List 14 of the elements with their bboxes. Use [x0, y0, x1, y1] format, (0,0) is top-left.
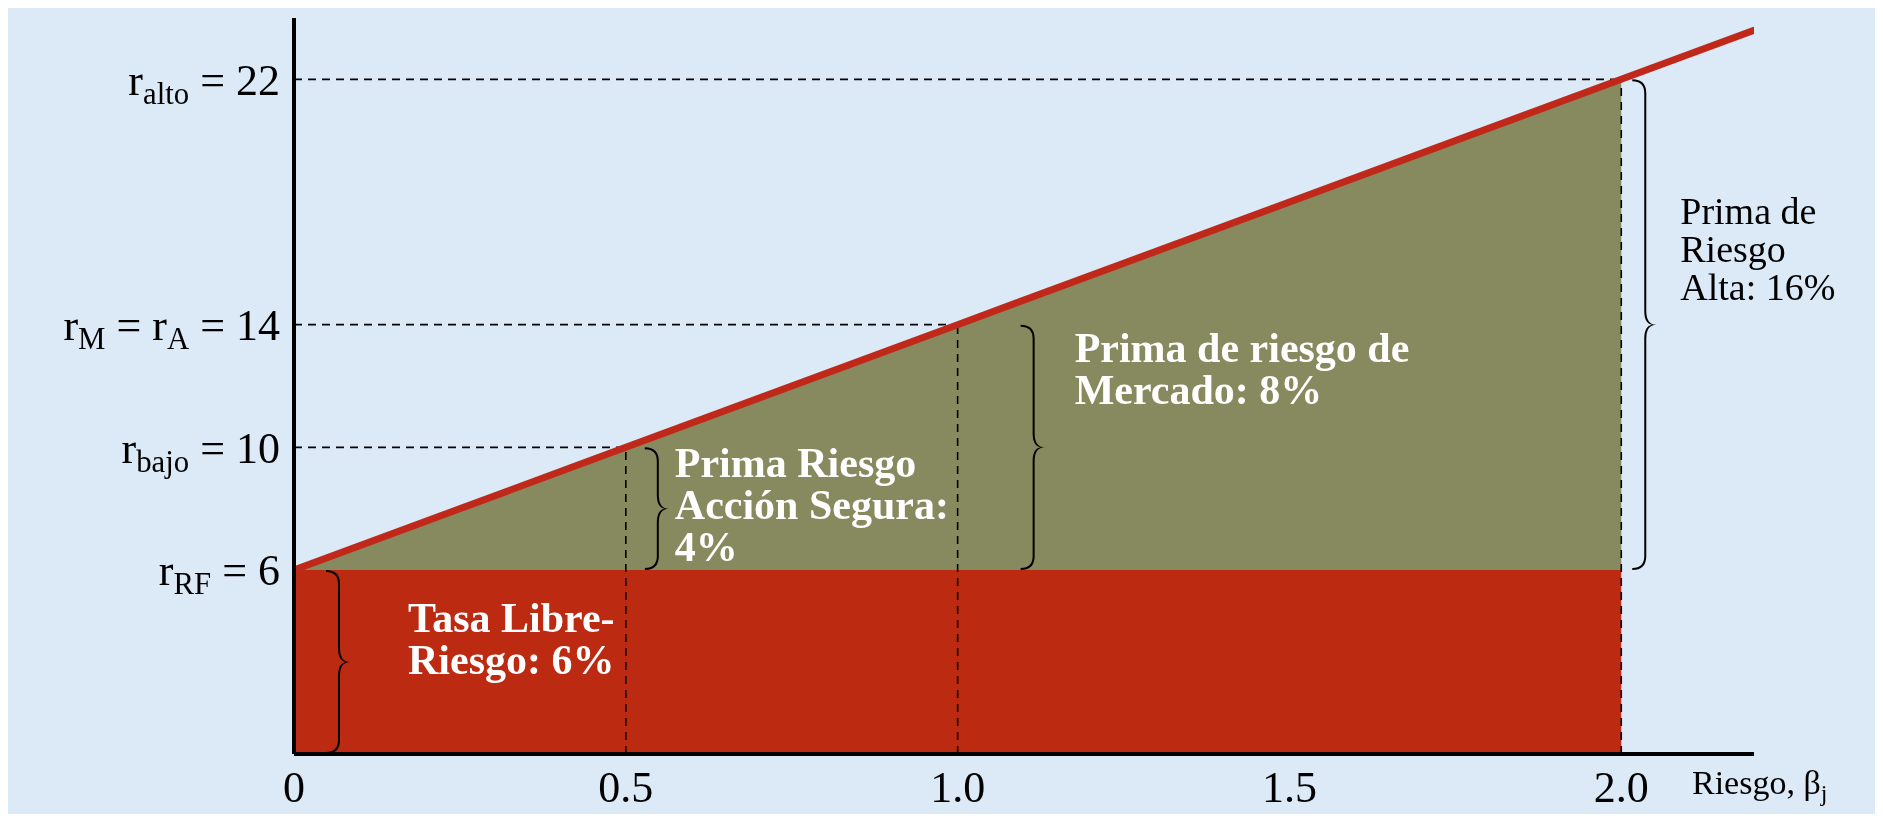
x-tick-label: 2.0: [1593, 763, 1649, 812]
x-tick-label: 1.5: [1261, 763, 1317, 812]
x-tick-label: 0: [283, 763, 305, 812]
annotation: Prima de Riesgo Alta: 16%: [1680, 189, 1836, 308]
annotation: Tasa Libre- Riesgo: 6%: [408, 594, 615, 683]
x-axis-title: Riesgo, β$_{j}$: [1692, 764, 1828, 807]
annotation: Prima Riesgo Acción Segura: 4%: [674, 440, 949, 571]
x-tick-label: 0.5: [598, 763, 654, 812]
y-tick-label: r$_{alto}$ = 22: [128, 55, 280, 112]
y-tick-label: r$_{M}$ = r$_{A}$ = 14: [63, 301, 280, 357]
annotation: Prima de riesgo de Mercado: 8%: [1074, 325, 1410, 414]
y-tick-label: r$_{RF}$ = 6: [158, 546, 280, 602]
y-tick-label: r$_{bajo}$ = 10: [121, 423, 280, 480]
x-tick-label: 1.0: [930, 763, 986, 812]
